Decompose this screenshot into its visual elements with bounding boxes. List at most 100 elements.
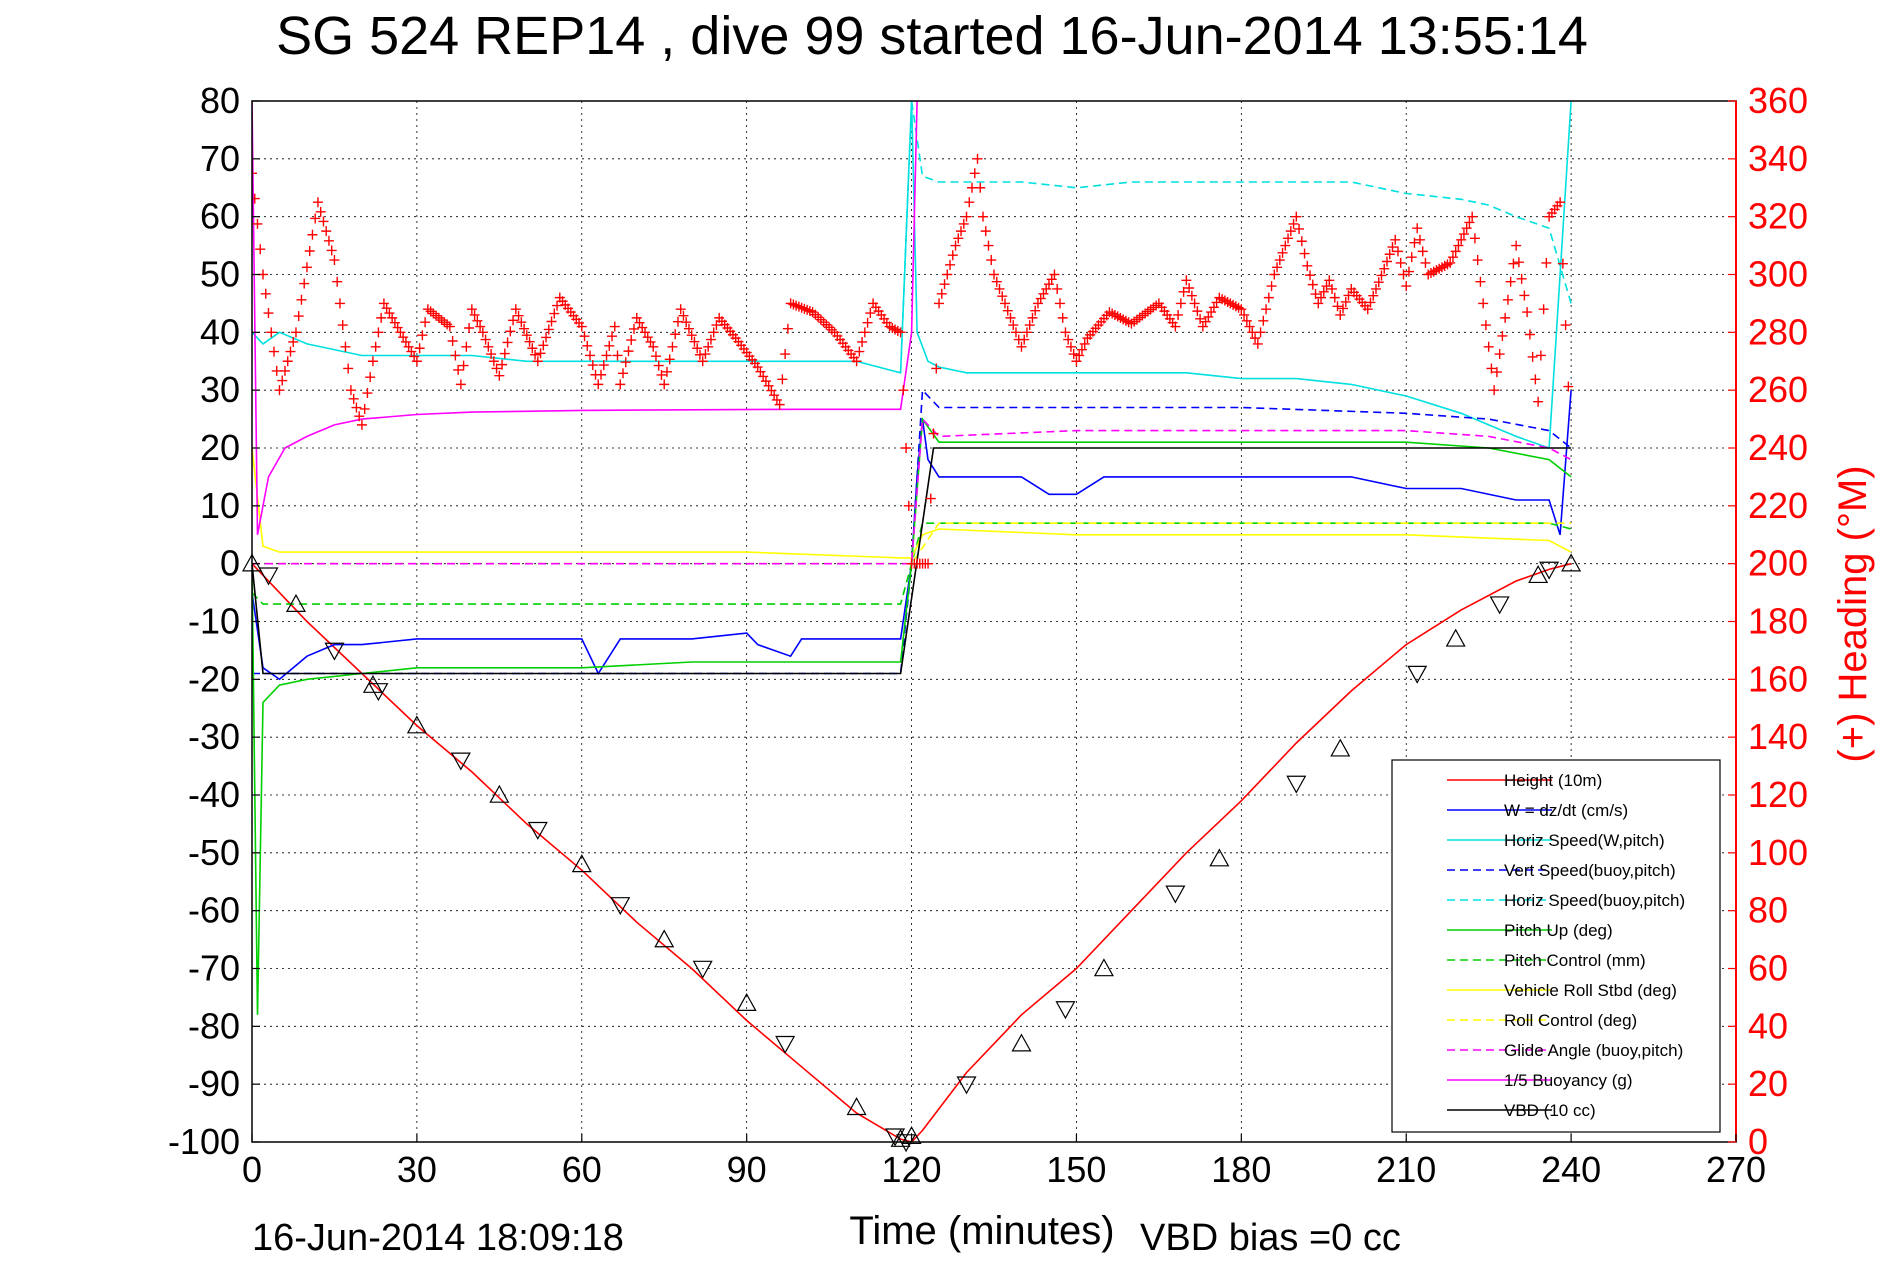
heading-plus-marker xyxy=(1318,286,1329,297)
heading-plus-marker xyxy=(340,341,351,352)
y2-axis-ticks: 3603403203002802602402202001801601401201… xyxy=(1728,80,1808,1162)
heading-plus-marker xyxy=(980,226,991,237)
heading-plus-marker xyxy=(1447,252,1458,263)
heading-plus-marker xyxy=(1445,257,1456,268)
heading-plus-marker xyxy=(252,168,257,179)
heading-plus-marker xyxy=(983,240,994,251)
heading-plus-marker xyxy=(282,356,293,367)
heading-plus-marker xyxy=(961,211,972,222)
heading-plus-marker xyxy=(958,218,969,229)
heading-plus-marker xyxy=(376,312,387,323)
heading-plus-marker xyxy=(697,356,708,367)
y-tick-label: -30 xyxy=(188,716,240,757)
heading-plus-marker xyxy=(1184,282,1195,293)
heading-plus-marker xyxy=(623,346,634,357)
heading-plus-marker xyxy=(667,341,678,352)
series-horiz-speed-buoy-pitch xyxy=(899,101,1572,373)
heading-plus-marker xyxy=(1373,277,1384,288)
y-tick-label: 30 xyxy=(200,369,240,410)
heading-plus-marker xyxy=(1524,329,1535,340)
heading-plus-marker xyxy=(417,330,428,341)
heading-plus-marker xyxy=(491,363,502,374)
legend-label: 1/5 Buoyancy (g) xyxy=(1504,1071,1633,1090)
heading-plus-marker xyxy=(494,370,505,381)
heading-plus-marker xyxy=(1456,234,1467,245)
y2-axis-label: (+) Heading (°M) xyxy=(1831,465,1875,762)
heading-plus-marker xyxy=(351,402,362,413)
heading-plus-marker xyxy=(1239,309,1250,320)
heading-plus-marker xyxy=(1398,269,1409,280)
depth-triangle-marker xyxy=(450,752,471,771)
depth-triangle-marker xyxy=(527,821,548,840)
heading-plus-marker xyxy=(414,343,425,354)
heading-plus-marker xyxy=(450,350,461,361)
heading-plus-marker xyxy=(1513,257,1524,268)
heading-plus-marker xyxy=(1390,234,1401,245)
heading-plus-marker xyxy=(1057,312,1068,323)
heading-plus-marker xyxy=(678,310,689,321)
heading-plus-marker xyxy=(1406,252,1417,263)
heading-plus-marker xyxy=(1527,351,1538,362)
heading-plus-marker xyxy=(1052,283,1063,294)
heading-plus-marker xyxy=(263,308,274,319)
heading-plus-marker xyxy=(1266,281,1277,292)
x-tick-label: 30 xyxy=(397,1149,437,1190)
heading-plus-marker xyxy=(1409,237,1420,248)
heading-plus-marker xyxy=(774,399,785,410)
heading-plus-marker xyxy=(530,349,541,360)
heading-plus-marker xyxy=(1340,296,1351,307)
heading-plus-marker xyxy=(579,331,590,342)
heading-plus-marker xyxy=(483,341,494,352)
y-axis-ticks: 80 70 60 50 40 30 20 10 0 -10 -20 -30 -40 -50 -60 -70 -8… xyxy=(168,80,260,1162)
y2-tick-label: 180 xyxy=(1748,601,1808,642)
heading-plus-marker xyxy=(1263,292,1274,303)
heading-plus-marker xyxy=(1458,229,1469,240)
heading-plus-marker xyxy=(675,304,686,315)
heading-plus-marker xyxy=(277,375,288,386)
heading-plus-marker xyxy=(923,558,934,569)
y-tick-label: 60 xyxy=(200,196,240,237)
heading-plus-marker xyxy=(1008,320,1019,331)
heading-plus-marker xyxy=(650,351,661,362)
heading-plus-marker xyxy=(1467,211,1478,222)
heading-plus-marker xyxy=(318,216,329,227)
heading-plus-marker xyxy=(898,385,909,396)
heading-plus-marker xyxy=(1541,257,1552,268)
heading-plus-marker xyxy=(708,327,719,338)
heading-plus-marker xyxy=(252,193,260,204)
y-tick-label: -10 xyxy=(188,601,240,642)
heading-plus-marker xyxy=(365,372,376,383)
y2-tick-label: 100 xyxy=(1748,832,1808,873)
y-tick-label: -100 xyxy=(168,1121,240,1162)
heading-plus-marker xyxy=(1522,307,1533,318)
heading-plus-marker xyxy=(1261,304,1272,315)
depth-triangle-marker xyxy=(736,992,757,1012)
heading-plus-marker xyxy=(1414,234,1425,245)
heading-plus-marker xyxy=(659,379,670,390)
heading-plus-marker xyxy=(296,294,307,305)
heading-plus-marker xyxy=(997,291,1008,302)
legend-label: Horiz Speed(W,pitch) xyxy=(1504,831,1665,850)
heading-plus-marker xyxy=(1461,223,1472,234)
heading-plus-marker xyxy=(1285,226,1296,237)
heading-plus-marker xyxy=(345,385,356,396)
y2-tick-label: 20 xyxy=(1748,1063,1788,1104)
heading-plus-marker xyxy=(552,300,563,311)
y2-tick-label: 0 xyxy=(1748,1121,1768,1162)
heading-plus-marker xyxy=(299,278,310,289)
series-horiz-speed-w-pitch xyxy=(252,101,1572,450)
heading-plus-marker xyxy=(1244,321,1255,332)
x-tick-label: 60 xyxy=(562,1149,602,1190)
heading-plus-marker xyxy=(1195,313,1206,324)
y-tick-label: 10 xyxy=(200,485,240,526)
depth-triangle-marker xyxy=(1209,848,1230,867)
heading-plus-marker xyxy=(1417,246,1428,257)
heading-plus-marker xyxy=(854,346,865,357)
heading-plus-marker xyxy=(373,327,384,338)
heading-plus-marker xyxy=(1294,223,1305,234)
heading-plus-marker xyxy=(1365,297,1376,308)
depth-triangle-marker xyxy=(406,715,427,734)
heading-plus-marker xyxy=(411,356,422,367)
heading-plus-marker xyxy=(334,298,345,309)
